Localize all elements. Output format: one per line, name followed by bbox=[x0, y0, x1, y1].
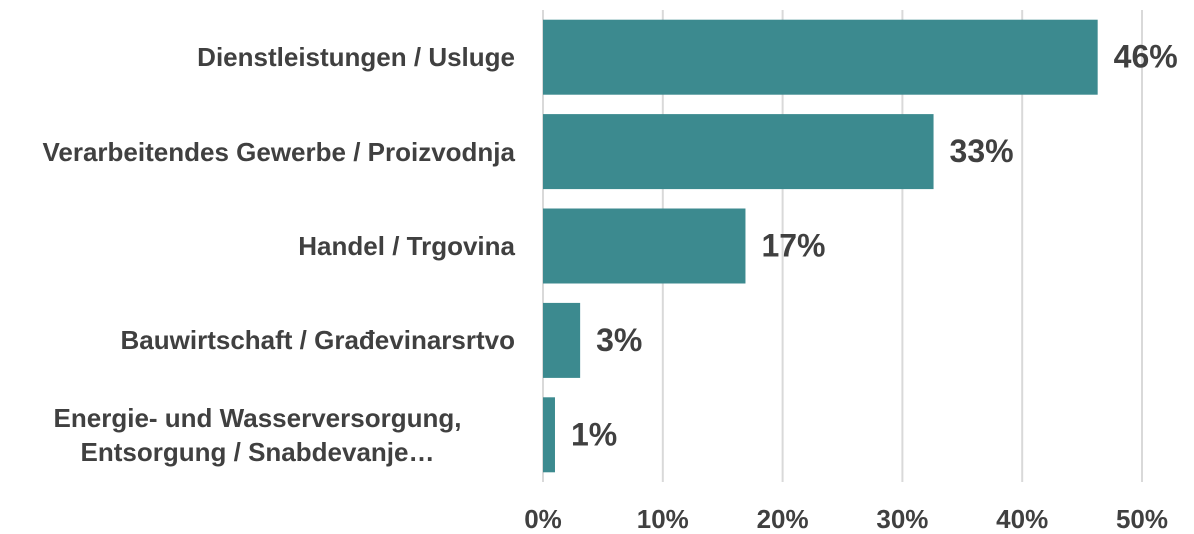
category-label-box: Handel / Trgovina bbox=[0, 229, 515, 263]
value-label: 33% bbox=[950, 133, 1014, 169]
category-label-box: Energie- und Wasserversorgung, Entsorgun… bbox=[0, 401, 515, 469]
category-label: Energie- und Wasserversorgung, Entsorgun… bbox=[53, 402, 462, 467]
category-label-box: Bauwirtschaft / Građevinarsrtvo bbox=[0, 323, 515, 357]
category-label: Bauwirtschaft / Građevinarsrtvo bbox=[120, 325, 515, 356]
value-label: 17% bbox=[761, 227, 825, 263]
bar bbox=[543, 19, 1098, 95]
x-tick-label: 50% bbox=[1116, 504, 1168, 534]
bar bbox=[543, 302, 581, 378]
x-tick-label: 40% bbox=[996, 504, 1048, 534]
bar bbox=[543, 397, 555, 473]
bar bbox=[543, 208, 746, 284]
value-label: 1% bbox=[571, 416, 617, 452]
x-tick-label: 0% bbox=[524, 504, 562, 534]
x-tick-label: 20% bbox=[757, 504, 809, 534]
category-label: Handel / Trgovina bbox=[298, 231, 515, 261]
x-tick-label: 10% bbox=[637, 504, 689, 534]
category-label-box: Verarbeitendes Gewerbe / Proizvodnja bbox=[0, 135, 515, 169]
category-label-box: Dienstleistungen / Usluge bbox=[0, 40, 515, 74]
bar bbox=[543, 114, 934, 190]
value-label: 46% bbox=[1114, 39, 1178, 75]
category-label: Dienstleistungen / Usluge bbox=[197, 42, 515, 73]
category-label: Verarbeitendes Gewerbe / Proizvodnja bbox=[42, 136, 515, 167]
value-label: 3% bbox=[596, 322, 642, 358]
x-tick-label: 30% bbox=[876, 504, 928, 534]
